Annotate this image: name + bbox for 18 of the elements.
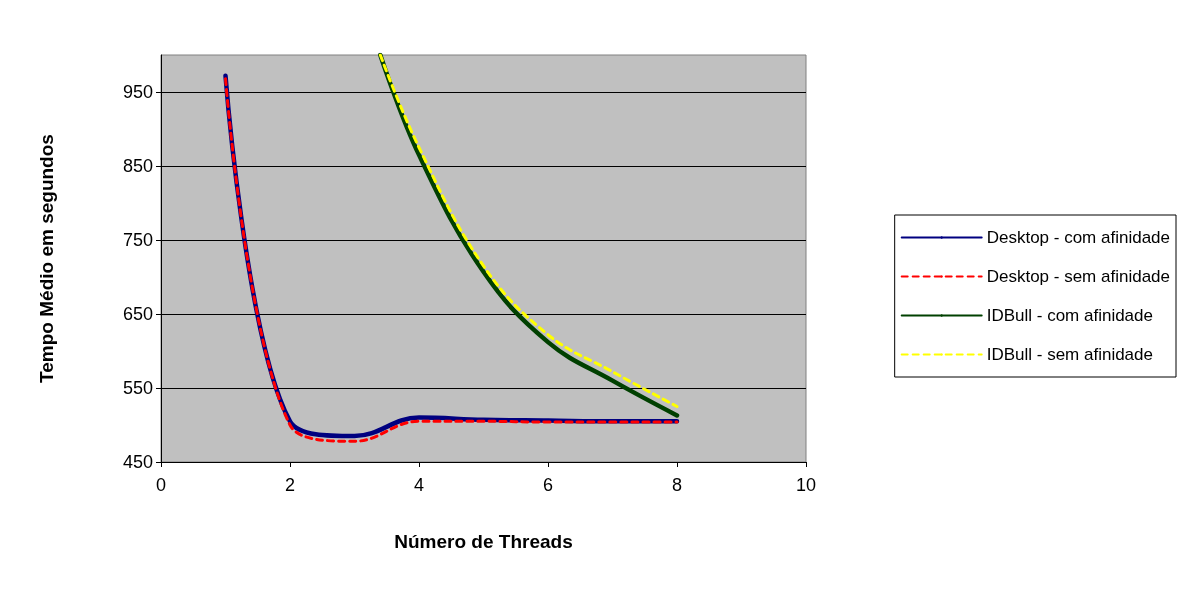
x-tick-label: 0 (155, 475, 167, 495)
x-tick-label: 10 (795, 475, 817, 495)
y-tick-label: 650 (122, 304, 153, 324)
legend-label: IDBull - sem afinidade (986, 345, 1153, 364)
y-tick-label: 450 (122, 452, 153, 472)
x-tick-label: 6 (542, 475, 554, 495)
legend-label: IDBull - com afinidade (986, 306, 1153, 325)
legend-label: Desktop - sem afinidade (986, 267, 1171, 286)
y-axis-title: Tempo Médio em segundos (36, 134, 57, 383)
legend-label: Desktop - com afinidade (986, 228, 1171, 247)
y-tick-label: 850 (122, 156, 153, 176)
x-tick-label: 4 (413, 475, 425, 495)
x-tick-label: 8 (671, 475, 683, 495)
x-axis-title: Número de Threads (394, 531, 573, 552)
y-tick-label: 950 (122, 82, 153, 102)
y-tick-label: 550 (122, 378, 153, 398)
x-tick-label: 2 (284, 475, 296, 495)
y-tick-label: 750 (122, 230, 153, 250)
